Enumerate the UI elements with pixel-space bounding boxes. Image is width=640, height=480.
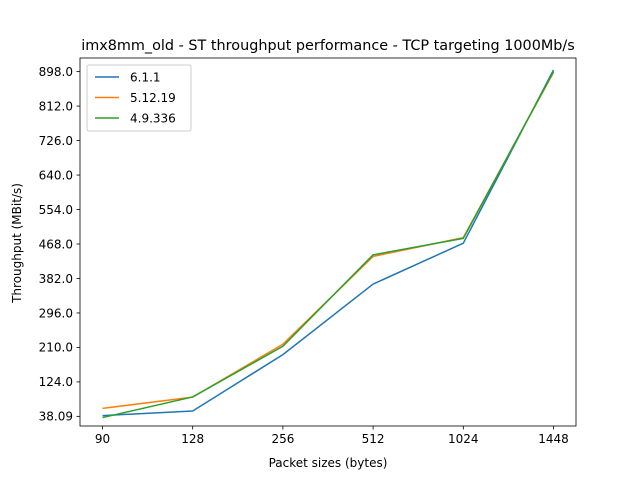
series-line-0 (102, 69, 555, 417)
y-tick-label: 812.0 (39, 99, 73, 113)
legend: 6.1.1 5.12.19 4.9.336 (86, 64, 192, 132)
x-axis-label: Packet sizes (bytes) (269, 456, 388, 470)
y-tick-label: 38.09 (39, 410, 73, 424)
series-line-2 (102, 71, 555, 419)
x-tick-label: 512 (362, 432, 385, 446)
y-tick-label: 124.0 (39, 375, 73, 389)
plot-area: 90 128 256 512 1024 1448 38.09 124.0 210.0 296.0 3… (39, 57, 577, 446)
chart-title: imx8mm_old - ST throughput performance -… (81, 38, 575, 54)
x-tick-label: 256 (271, 432, 294, 446)
y-tick-label: 640.0 (39, 168, 73, 182)
y-tick-label: 296.0 (39, 306, 73, 320)
x-tick-label: 1448 (538, 432, 569, 446)
x-tick-label: 1024 (448, 432, 479, 446)
y-tick-label: 726.0 (39, 134, 73, 148)
y-axis-label: Throughput (MBit/s) (10, 183, 24, 304)
y-tick-label: 554.0 (39, 203, 73, 217)
legend-label: 5.12.19 (130, 91, 176, 105)
y-tick-label: 468.0 (39, 237, 73, 251)
legend-label: 6.1.1 (130, 70, 161, 84)
y-tick-label: 898.0 (39, 65, 73, 79)
y-tick-label: 210.0 (39, 341, 73, 355)
y-tick-label: 382.0 (39, 272, 73, 286)
x-tick-label: 90 (95, 432, 110, 446)
x-tick-label: 128 (181, 432, 204, 446)
legend-box (86, 64, 192, 132)
plot-frame (79, 57, 577, 427)
legend-label: 4.9.336 (130, 111, 176, 125)
